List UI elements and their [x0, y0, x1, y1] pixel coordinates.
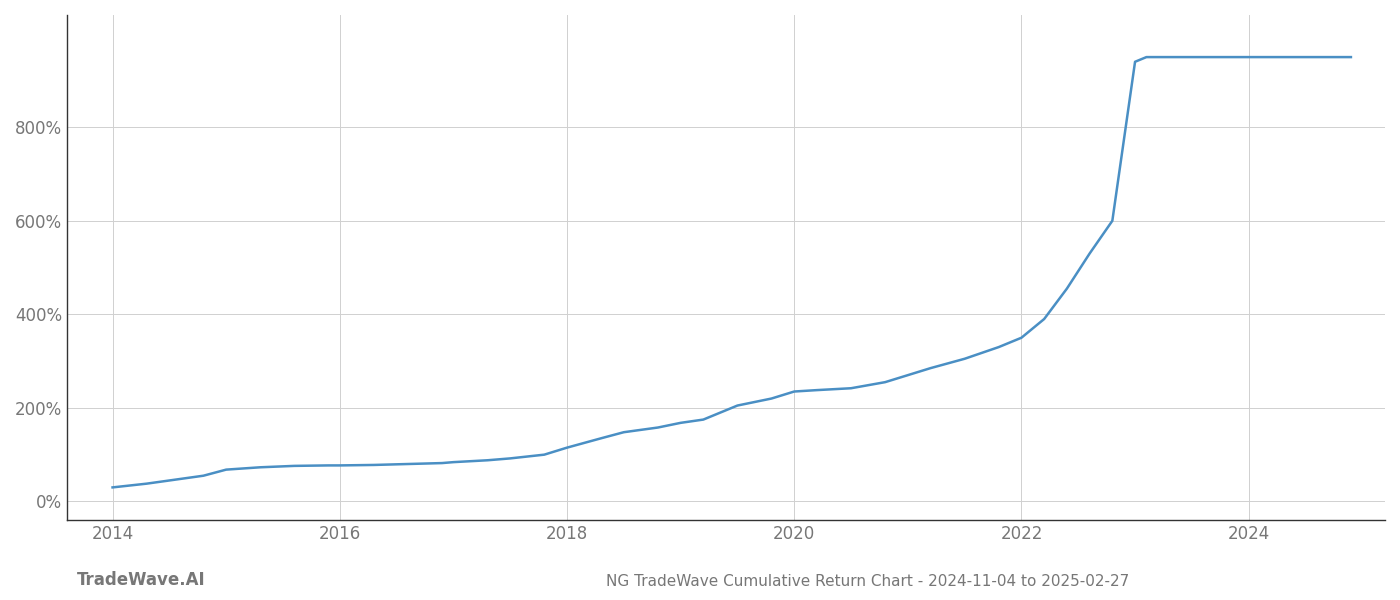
Text: TradeWave.AI: TradeWave.AI [77, 571, 206, 589]
Text: NG TradeWave Cumulative Return Chart - 2024-11-04 to 2025-02-27: NG TradeWave Cumulative Return Chart - 2… [606, 574, 1130, 589]
